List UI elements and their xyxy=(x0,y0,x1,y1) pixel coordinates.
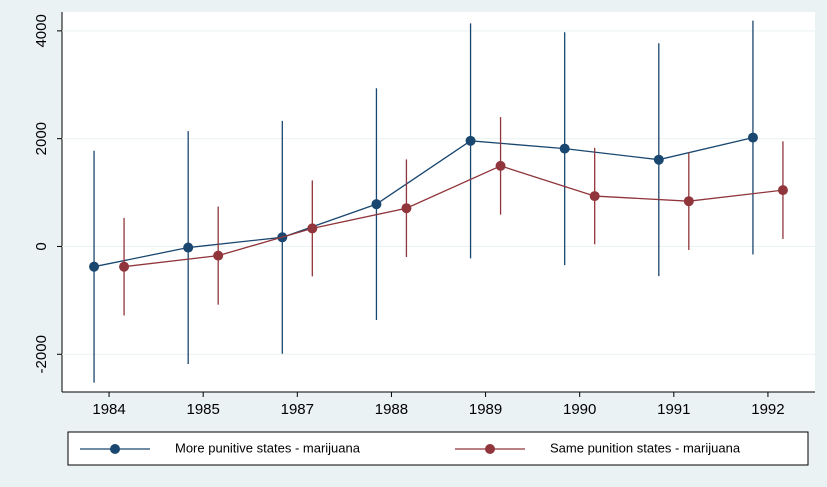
legend-label: More punitive states - marijuana xyxy=(175,440,361,455)
x-tick-label: 1985 xyxy=(187,401,220,418)
point xyxy=(747,132,758,143)
plot-area xyxy=(62,12,815,392)
x-tick-label: 1992 xyxy=(751,401,784,418)
point xyxy=(183,242,194,253)
point xyxy=(559,143,570,154)
series-line xyxy=(93,136,754,268)
point xyxy=(213,250,224,261)
x-tick-label: 1991 xyxy=(657,401,690,418)
y-tick-label: 0 xyxy=(33,242,50,250)
point xyxy=(653,154,664,165)
point xyxy=(465,135,476,146)
x-tick-label: 1990 xyxy=(563,401,596,418)
y-tick-label: -2000 xyxy=(33,335,50,373)
legend xyxy=(67,431,809,466)
y-tick-label: 4000 xyxy=(33,14,50,47)
point xyxy=(495,160,506,171)
y-tick-label: 2000 xyxy=(33,122,50,155)
x-tick-label: 1988 xyxy=(375,401,408,418)
point xyxy=(589,191,600,202)
x-tick-label: 1989 xyxy=(469,401,502,418)
x-tick-label: 1987 xyxy=(281,401,314,418)
point xyxy=(777,185,788,196)
point xyxy=(119,261,130,272)
legend-marker xyxy=(485,444,495,454)
point xyxy=(307,223,318,234)
legend-marker xyxy=(110,444,120,454)
point xyxy=(371,199,382,210)
series-line xyxy=(123,165,784,268)
x-tick-label: 1984 xyxy=(92,401,125,418)
legend-label: Same punition states - marijuana xyxy=(550,440,741,455)
point xyxy=(401,203,412,214)
point xyxy=(683,196,694,207)
point xyxy=(89,261,100,272)
